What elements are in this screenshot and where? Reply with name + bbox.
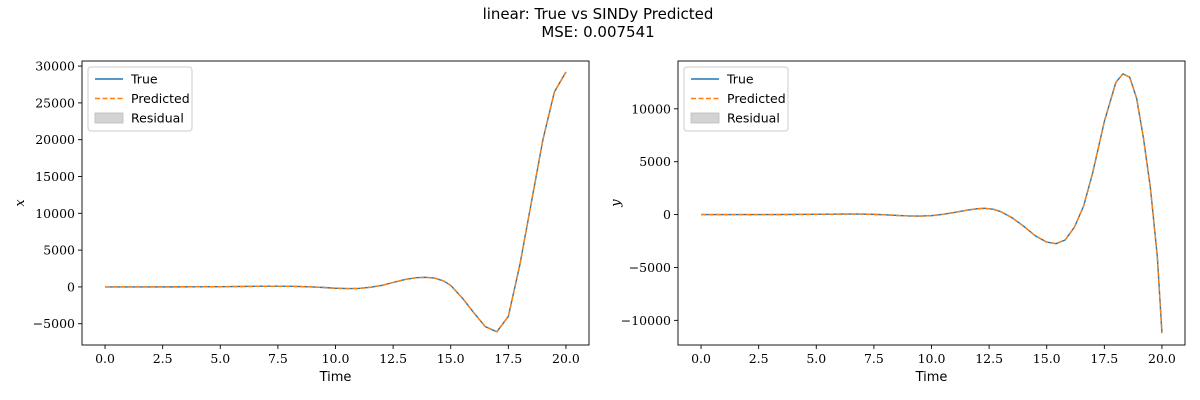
x-tick-label: 10.0	[918, 351, 946, 366]
legend-residual-swatch	[690, 112, 720, 124]
x-tick-label: 5.0	[806, 351, 826, 366]
y-tick-label: 5000	[43, 243, 75, 258]
legend-label: Predicted	[131, 91, 190, 106]
y-tick-label: −10000	[621, 313, 671, 328]
x-tick-label: 2.5	[153, 351, 173, 366]
x-tick-label: 5.0	[210, 351, 230, 366]
x-tick-label: 17.5	[1090, 351, 1118, 366]
x-tick-label: 7.5	[268, 351, 288, 366]
figure-title: linear: True vs SINDy Predicted	[483, 5, 714, 23]
x-tick-label: 10.0	[322, 351, 350, 366]
x-axis-label: Time	[319, 370, 352, 385]
y-tick-label: 30000	[35, 59, 75, 74]
y-tick-label: 10000	[35, 206, 75, 221]
y-tick-label: 25000	[35, 95, 75, 110]
x-axis-label: Time	[915, 370, 948, 385]
x-tick-label: 7.5	[864, 351, 884, 366]
figure-subtitle: MSE: 0.007541	[541, 23, 654, 41]
legend-label: True	[130, 72, 158, 87]
x-tick-label: 12.5	[379, 351, 407, 366]
x-tick-label: 0.0	[95, 351, 115, 366]
predicted-series-line	[105, 71, 567, 333]
y-tick-label: 10000	[631, 101, 671, 116]
legend-label: Residual	[131, 111, 184, 126]
y-tick-label: 15000	[35, 169, 75, 184]
y-tick-label: 0	[67, 279, 75, 294]
x-tick-label: 15.0	[437, 351, 465, 366]
x-tick-label: 20.0	[552, 351, 580, 366]
x-tick-label: 17.5	[494, 351, 522, 366]
legend: True Predicted Residual	[87, 66, 193, 132]
y-tick-label: 0	[663, 207, 671, 222]
x-tick-label: 12.5	[975, 351, 1003, 366]
legend-residual-swatch	[94, 112, 124, 124]
x-tick-label: 0.0	[691, 351, 711, 366]
legend-label: True	[726, 72, 754, 87]
x-tick-label: 15.0	[1033, 351, 1061, 366]
predicted-series-line	[701, 73, 1163, 334]
y-axis-label: x	[13, 199, 28, 207]
x-tick-label: 20.0	[1148, 351, 1176, 366]
y-tick-label: 20000	[35, 132, 75, 147]
legend-label: Residual	[727, 111, 780, 126]
subplot-1: 0.0 2.5 5.0 7.5 10.0 12.5 15.0 17.5 20.0 −5000 0 50…	[13, 59, 590, 385]
y-tick-label: −5000	[629, 260, 671, 275]
y-tick-label: −5000	[33, 316, 75, 331]
x-tick-label: 2.5	[749, 351, 769, 366]
y-axis-label: y	[609, 199, 624, 208]
legend: True Predicted Residual	[683, 66, 789, 132]
subplot-2: 0.0 2.5 5.0 7.5 10.0 12.5 15.0 17.5 20.0 −10000 −5…	[609, 60, 1186, 385]
legend-label: Predicted	[727, 91, 786, 106]
y-tick-label: 5000	[639, 154, 671, 169]
